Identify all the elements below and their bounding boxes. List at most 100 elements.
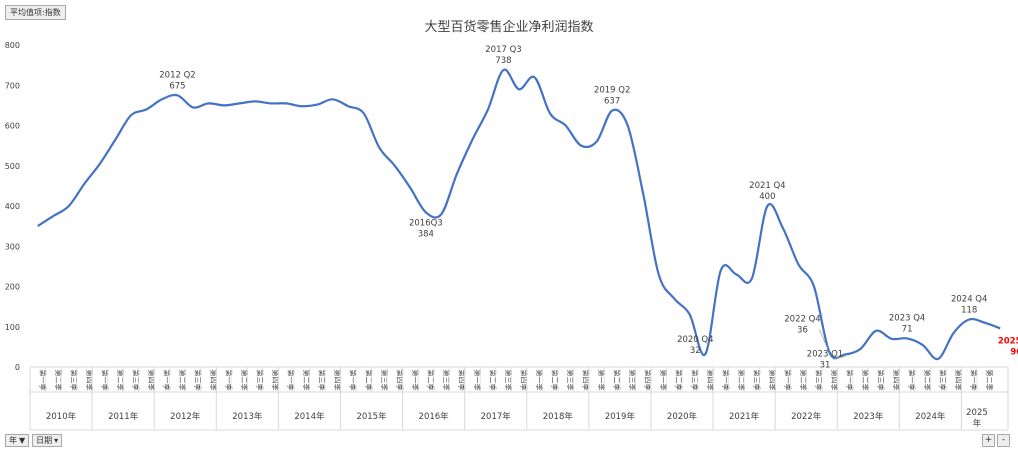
data-point	[642, 193, 644, 195]
data-point	[766, 205, 768, 207]
data-point	[952, 332, 954, 334]
year-label: 2011年	[108, 411, 139, 422]
year-filter-button[interactable]: 年 ▼	[5, 434, 30, 447]
year-label: 2024年	[915, 411, 946, 422]
data-point	[502, 69, 504, 71]
zoom-controls: + -	[982, 434, 1010, 447]
data-label-value: 384	[418, 229, 434, 239]
year-label: 2016年	[419, 411, 450, 422]
y-tick-label: 800	[5, 41, 20, 50]
quarter-tick-label: 第三季	[752, 370, 761, 391]
data-point	[130, 114, 132, 116]
data-point	[52, 215, 54, 217]
data-point	[751, 277, 753, 279]
quarter-tick-label: 第二季	[488, 370, 497, 391]
data-point	[192, 106, 194, 108]
data-point	[859, 348, 861, 350]
data-point	[813, 285, 815, 287]
quarter-tick-label: 第三季	[318, 370, 327, 391]
quarter-tick-label: 第三季	[131, 370, 140, 391]
data-point	[425, 211, 427, 213]
data-label-period: 2021 Q4	[749, 181, 785, 191]
quarter-tick-label: 第一季	[721, 370, 730, 391]
quarter-tick-label: 第二季	[799, 370, 808, 391]
year-label: 年	[973, 418, 982, 429]
y-tick-label: 300	[5, 242, 20, 251]
quarter-tick-label: 第四季	[706, 370, 715, 391]
quarter-tick-label: 第一季	[473, 370, 482, 391]
data-point	[83, 183, 85, 185]
year-label: 2012年	[170, 411, 201, 422]
year-filter-label: 年	[9, 436, 17, 445]
y-tick-label: 600	[5, 122, 20, 131]
data-point	[782, 227, 784, 229]
quarter-tick-label: 第三季	[877, 370, 886, 391]
quarter-tick-label: 第四季	[333, 370, 342, 391]
chart-title: 大型百货零售企业净利润指数	[424, 19, 593, 35]
quarter-tick-label: 第一季	[225, 370, 234, 391]
data-point	[518, 88, 520, 90]
y-tick-label: 400	[5, 202, 20, 211]
data-label-value: 637	[604, 97, 620, 107]
value-field-button[interactable]: 平均值项:指数	[5, 5, 66, 20]
data-label-period: 2023 Q4	[889, 313, 925, 323]
y-tick-label: 100	[5, 323, 20, 332]
data-point	[875, 330, 877, 332]
data-label-period: 2022 Q4	[784, 315, 820, 325]
data-label-period: 2016Q3	[409, 218, 443, 228]
year-label: 2014年	[294, 411, 325, 422]
data-point	[394, 165, 396, 167]
quarter-tick-label: 第二季	[613, 370, 622, 391]
data-label-value: 738	[495, 56, 511, 66]
quarter-tick-label: 第二季	[426, 370, 435, 391]
data-label-value: 400	[759, 192, 775, 202]
data-point	[145, 108, 147, 110]
quarter-tick-label: 第一季	[597, 370, 606, 391]
year-label: 2021年	[729, 411, 760, 422]
data-label-period: 2012 Q2	[159, 70, 195, 80]
data-label-value: 36	[797, 326, 808, 336]
quarter-tick-label: 第四季	[954, 370, 963, 391]
quarter-tick-label: 第三季	[690, 370, 699, 391]
quarter-tick-label: 第三季	[69, 370, 78, 391]
data-label-period: 2017 Q3	[485, 45, 521, 55]
data-point	[999, 327, 1001, 329]
quarter-tick-label: 第三季	[380, 370, 389, 391]
data-label-value: 118	[961, 306, 977, 316]
quarter-tick-label: 第四季	[768, 370, 777, 391]
data-point	[611, 109, 613, 111]
quarter-tick-label: 第四季	[209, 370, 218, 391]
data-point	[564, 124, 566, 126]
data-label-period: 2020 Q4	[677, 335, 713, 345]
data-label-period: 2019 Q2	[594, 86, 630, 96]
data-point	[984, 322, 986, 324]
date-filter-label: 日期	[36, 436, 53, 445]
year-label: 2015年	[356, 411, 387, 422]
quarter-tick-label: 第三季	[442, 370, 451, 391]
y-tick-label: 700	[5, 81, 20, 90]
data-label-value: 71	[902, 324, 913, 334]
data-point	[471, 138, 473, 140]
data-point	[720, 269, 722, 271]
zoom-out-button[interactable]: -	[997, 434, 1010, 447]
zoom-in-button[interactable]: +	[982, 434, 995, 447]
filter-icon: ▼	[19, 436, 26, 445]
quarter-tick-label: 第四季	[830, 370, 839, 391]
quarter-tick-label: 第一季	[349, 370, 358, 391]
data-point	[238, 102, 240, 104]
data-point	[797, 263, 799, 265]
quarter-tick-label: 第一季	[100, 370, 109, 391]
year-label: 2013年	[232, 411, 263, 422]
data-point	[254, 100, 256, 102]
quarter-tick-label: 第二季	[240, 370, 249, 391]
data-point	[99, 163, 101, 165]
quarter-tick-label: 第四季	[892, 370, 901, 391]
quarter-tick-label: 第三季	[194, 370, 203, 391]
quarter-tick-label: 第二季	[178, 370, 187, 391]
year-label: 2020年	[667, 411, 698, 422]
y-tick-label: 200	[5, 283, 20, 292]
y-tick-label: 500	[5, 162, 20, 171]
date-filter-button[interactable]: 日期 ▾	[32, 434, 63, 447]
quarter-tick-label: 第四季	[395, 370, 404, 391]
